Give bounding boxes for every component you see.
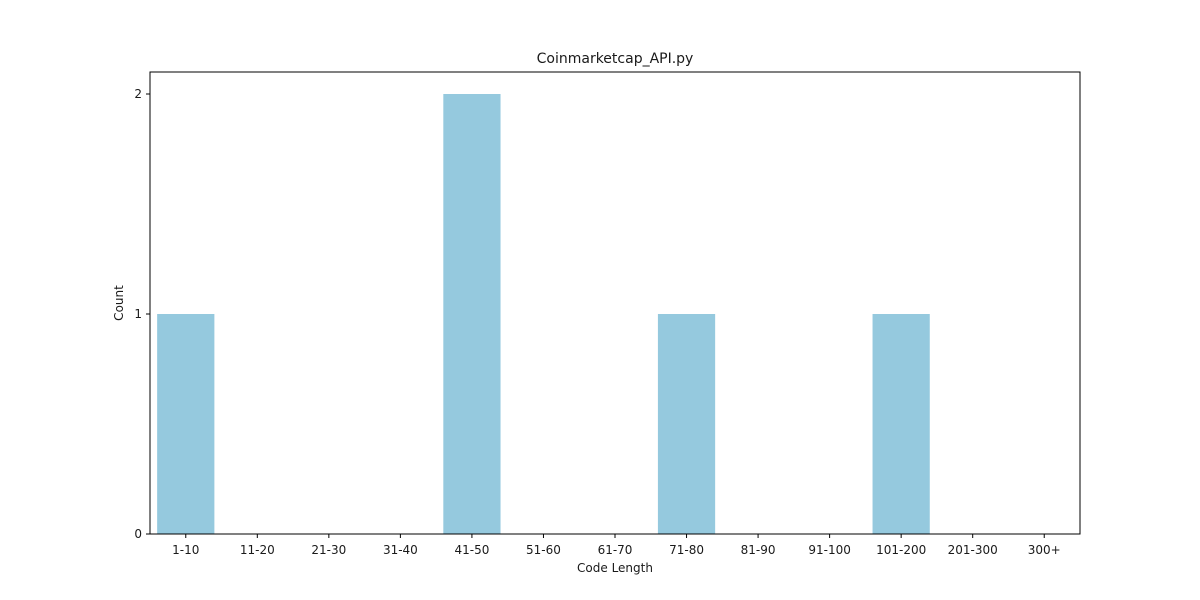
x-axis: 1-10 11-20 21-30 31-40 41-50 51-60 61-70 71-80 8… — [172, 534, 1061, 557]
x-tick-label: 201-300 — [948, 543, 998, 557]
x-tick-label: 101-200 — [876, 543, 926, 557]
bars-layer — [157, 94, 930, 534]
x-tick-label: 41-50 — [454, 543, 489, 557]
x-tick-label: 51-60 — [526, 543, 561, 557]
x-tick-label: 300+ — [1028, 543, 1061, 557]
y-axis: 0 1 2 — [134, 87, 150, 541]
x-tick-label: 71-80 — [669, 543, 704, 557]
x-tick-label: 21-30 — [311, 543, 346, 557]
x-tick-label: 31-40 — [383, 543, 418, 557]
y-axis-label: Count — [112, 285, 126, 321]
x-axis-label: Code Length — [577, 561, 653, 575]
y-tick-label: 0 — [134, 527, 142, 541]
bar-101-200 — [872, 314, 930, 534]
bar-71-80 — [657, 314, 716, 534]
y-tick-label: 1 — [134, 307, 142, 321]
x-tick-label: 81-90 — [741, 543, 776, 557]
chart-title: Coinmarketcap_API.py — [537, 51, 694, 67]
y-tick-label: 2 — [134, 87, 142, 101]
plot-frame — [149, 71, 1081, 535]
x-tick-label: 61-70 — [598, 543, 633, 557]
x-tick-label: 91-100 — [808, 543, 851, 557]
x-tick-label: 11-20 — [240, 543, 275, 557]
x-tick-label: 1-10 — [172, 543, 199, 557]
bar-41-50 — [443, 94, 501, 534]
bar-1-10 — [157, 314, 215, 534]
